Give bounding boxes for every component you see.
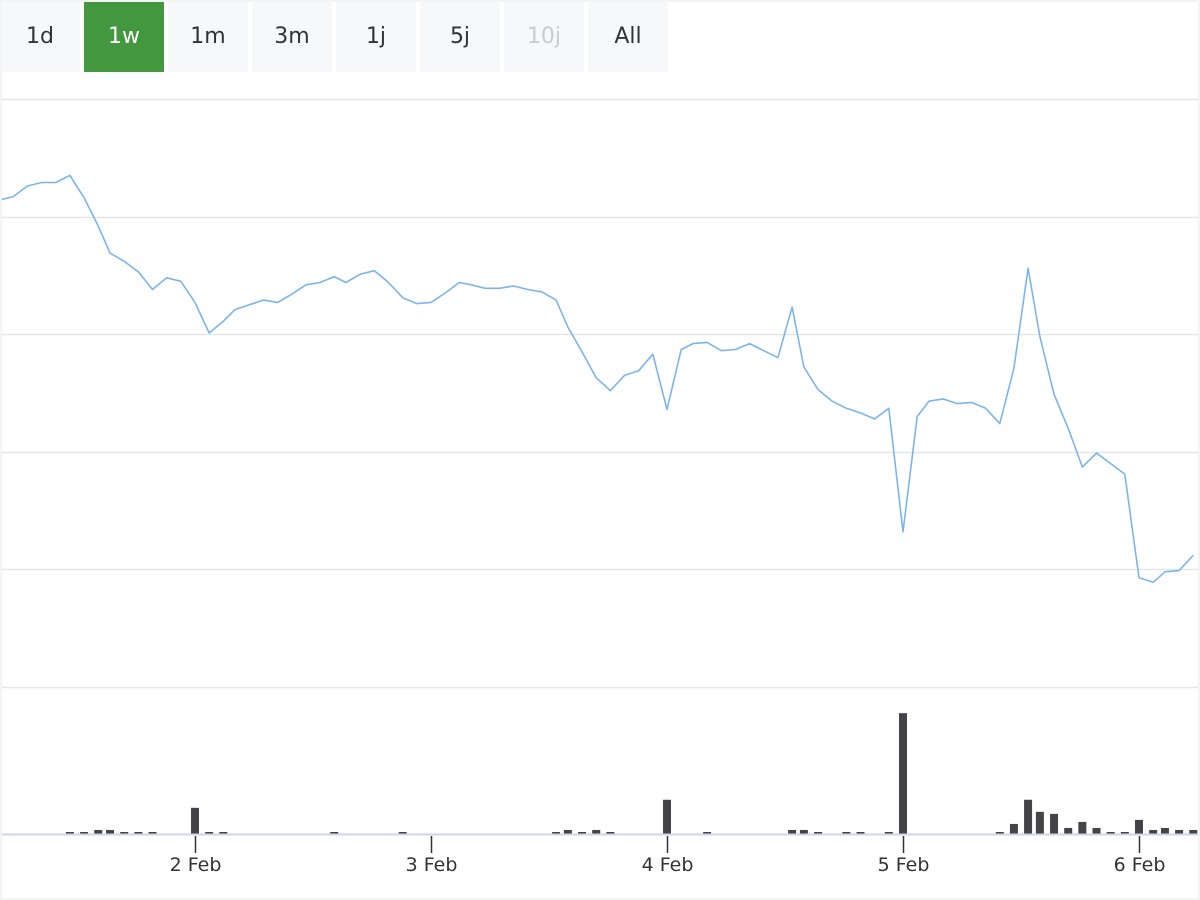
x-tick-label: 3 Feb bbox=[406, 854, 458, 876]
volume-bar bbox=[120, 831, 129, 834]
volume-bar bbox=[899, 713, 907, 834]
volume-bar bbox=[788, 829, 797, 834]
volume-bar bbox=[1175, 829, 1184, 834]
volume-bar bbox=[1120, 831, 1129, 834]
x-tick-label: 2 Feb bbox=[170, 854, 222, 876]
volume-bar bbox=[94, 829, 103, 834]
volume-bar bbox=[148, 831, 157, 834]
volume-bar bbox=[80, 831, 89, 834]
volume-bar bbox=[1064, 827, 1073, 834]
volume-bar bbox=[552, 831, 561, 834]
range-button-10j: 10j bbox=[504, 0, 584, 72]
volume-bar bbox=[1160, 827, 1169, 834]
range-button-1w[interactable]: 1w bbox=[84, 0, 164, 72]
volume-bar bbox=[1009, 823, 1018, 834]
volume-bar bbox=[663, 799, 671, 834]
volume-bar bbox=[1050, 813, 1059, 834]
volume-bar bbox=[1078, 821, 1087, 834]
volume-bar bbox=[106, 829, 115, 834]
volume-bar bbox=[842, 831, 851, 834]
volume-bar bbox=[814, 831, 823, 834]
x-axis-ticks: 2 Feb 3 Feb 4 Feb 5 Feb 6 Feb bbox=[170, 836, 1166, 876]
range-selector: 1d 1w 1m 3m 1j 5j 10j All bbox=[0, 0, 672, 72]
range-button-all[interactable]: All bbox=[588, 0, 668, 72]
volume-bar bbox=[205, 831, 214, 834]
volume-bar bbox=[856, 831, 865, 834]
volume-bar bbox=[65, 831, 74, 834]
volume-bars bbox=[65, 713, 1198, 834]
volume-bar bbox=[563, 829, 572, 834]
volume-bar bbox=[799, 829, 808, 834]
range-button-1d[interactable]: 1d bbox=[0, 0, 80, 72]
grid-lines bbox=[2, 98, 1198, 689]
volume-bar bbox=[191, 807, 199, 834]
volume-bar bbox=[219, 831, 228, 834]
volume-bar bbox=[134, 831, 143, 834]
volume-bar bbox=[884, 831, 893, 834]
x-tick-label: 6 Feb bbox=[1114, 854, 1166, 876]
range-button-3m[interactable]: 3m bbox=[252, 0, 332, 72]
volume-bar bbox=[1149, 829, 1158, 834]
volume-bar bbox=[1189, 829, 1198, 834]
volume-bar bbox=[1035, 811, 1044, 834]
volume-bar bbox=[330, 831, 339, 834]
volume-bar bbox=[703, 831, 712, 834]
volume-bar bbox=[398, 831, 407, 834]
volume-bar bbox=[1092, 827, 1101, 834]
volume-bar bbox=[606, 831, 615, 834]
x-tick-label: 5 Feb bbox=[878, 854, 930, 876]
x-tick-label: 4 Feb bbox=[642, 854, 694, 876]
range-button-5j[interactable]: 5j bbox=[420, 0, 500, 72]
price-series-line bbox=[0, 174, 1194, 584]
range-button-1m[interactable]: 1m bbox=[168, 0, 248, 72]
volume-bar bbox=[995, 831, 1004, 834]
volume-bar bbox=[578, 831, 587, 834]
volume-bar bbox=[1135, 819, 1143, 834]
volume-bar bbox=[592, 829, 601, 834]
volume-bar bbox=[1024, 799, 1033, 834]
volume-bar bbox=[1106, 831, 1115, 834]
range-button-1j[interactable]: 1j bbox=[336, 0, 416, 72]
